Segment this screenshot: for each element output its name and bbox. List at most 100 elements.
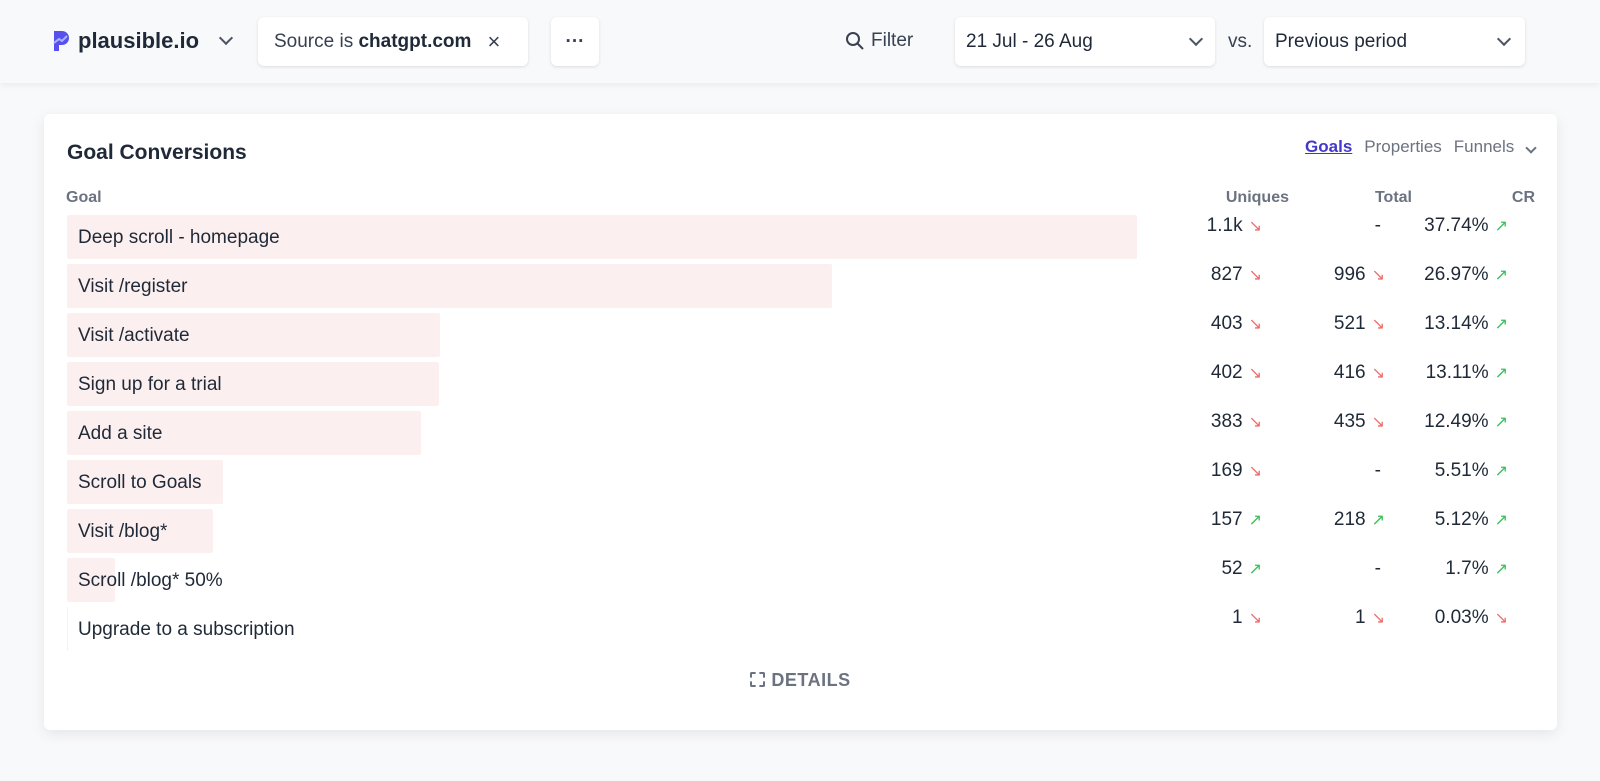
plausible-logo-icon: [53, 31, 69, 51]
cr-value: 13.11%: [1425, 362, 1489, 383]
column-header-total[interactable]: Total: [1374, 189, 1412, 206]
cr-value: 26.97%: [1424, 264, 1489, 285]
goal-bar: [67, 264, 833, 308]
trend-down-icon: ↘: [1248, 316, 1262, 333]
total-cell: -: [1375, 215, 1385, 237]
table-row[interactable]: Scroll to Goals 169 ↘ - 5.51% ↗: [67, 460, 1508, 504]
table-row[interactable]: Add a site 383 ↘ 435 ↘ 12.49% ↗: [67, 411, 1508, 455]
total-value: -: [1374, 215, 1381, 236]
cr-cell: 26.97% ↗: [1424, 264, 1508, 286]
column-header-goal: Goal: [66, 189, 102, 206]
total-cell: 416 ↘: [1334, 362, 1385, 384]
uniques-cell: 383 ↘: [1211, 411, 1262, 433]
uniques-cell: 827 ↘: [1211, 264, 1262, 286]
trend-down-icon: ↘: [1371, 365, 1385, 382]
trend-up-icon: ↗: [1494, 267, 1508, 284]
comparison-value: Previous period: [1275, 30, 1408, 52]
cr-value: 1.7%: [1445, 558, 1489, 579]
total-cell: 1 ↘: [1355, 607, 1385, 629]
goal-name[interactable]: Scroll to Goals: [78, 472, 202, 493]
goal-bar: [67, 460, 224, 504]
vs-label: vs.: [1228, 31, 1253, 52]
more-button[interactable]: ···: [551, 17, 599, 66]
top-bar: plausible.io Source is chatgpt.com × ···…: [0, 0, 1600, 83]
table-row[interactable]: Visit /blog* 157 ↗ 218 ↗ 5.12% ↗: [67, 509, 1508, 553]
goal-name[interactable]: Upgrade to a subscription: [78, 619, 295, 640]
table-row[interactable]: Upgrade to a subscription 1 ↘ 1 ↘ 0.03% ↘: [67, 607, 1508, 651]
cr-value: 12.49%: [1424, 411, 1489, 432]
tab-properties[interactable]: Properties: [1364, 137, 1442, 156]
cr-value: 5.12%: [1434, 509, 1489, 530]
goal-name[interactable]: Visit /register: [78, 276, 188, 297]
tab-funnels[interactable]: Funnels: [1454, 137, 1537, 157]
trend-up-icon: ↗: [1494, 316, 1508, 333]
cr-cell: 0.03% ↘: [1435, 607, 1508, 629]
goal-bar: [67, 215, 1137, 259]
table-row[interactable]: Scroll /blog* 50% 52 ↗ - 1.7% ↗: [67, 558, 1508, 602]
goal-name[interactable]: Scroll /blog* 50%: [78, 570, 223, 591]
trend-down-icon: ↘: [1248, 218, 1262, 235]
table-row[interactable]: Sign up for a trial 402 ↘ 416 ↘ 13.11% ↗: [67, 362, 1508, 406]
trend-up-icon: ↗: [1494, 512, 1508, 529]
uniques-value: 383: [1210, 411, 1243, 432]
tab-goals[interactable]: Goals: [1305, 137, 1353, 156]
goal-name[interactable]: Add a site: [78, 423, 163, 444]
site-switcher[interactable]: plausible.io: [52, 28, 234, 54]
total-cell: 218 ↗: [1334, 509, 1385, 531]
uniques-cell: 1.1k ↘: [1207, 215, 1262, 237]
table-row[interactable]: Deep scroll - homepage 1.1k ↘ - 37.74% ↗: [67, 215, 1508, 259]
uniques-value: 827: [1210, 264, 1243, 285]
comparison-select[interactable]: Previous period: [1264, 17, 1525, 66]
cr-cell: 13.11% ↗: [1426, 362, 1508, 384]
uniques-value: 157: [1210, 509, 1243, 530]
column-header-uniques[interactable]: Uniques: [1225, 189, 1289, 206]
trend-up-icon: ↗: [1494, 463, 1508, 480]
card-title: Goal Conversions: [67, 141, 247, 164]
trend-up-icon: ↗: [1248, 561, 1262, 578]
trend-up-icon: ↗: [1494, 365, 1508, 382]
details-button[interactable]: DETAILS: [44, 670, 1557, 691]
uniques-cell: 169 ↘: [1211, 460, 1262, 482]
trend-down-icon: ↘: [1371, 414, 1385, 431]
trend-down-icon: ↘: [1371, 267, 1385, 284]
cr-value: 5.51%: [1434, 460, 1489, 481]
trend-down-icon: ↘: [1248, 610, 1262, 627]
total-value: 521: [1333, 313, 1366, 334]
site-name: plausible.io: [78, 28, 200, 53]
cr-cell: 12.49% ↗: [1424, 411, 1508, 433]
search-icon: [846, 32, 864, 50]
uniques-cell: 403 ↘: [1211, 313, 1262, 335]
cr-cell: 5.51% ↗: [1435, 460, 1508, 482]
filter-label: Filter: [871, 30, 914, 51]
uniques-cell: 402 ↘: [1211, 362, 1262, 384]
total-value: 435: [1333, 411, 1366, 432]
close-icon[interactable]: ×: [487, 28, 501, 54]
cr-cell: 1.7% ↗: [1445, 558, 1508, 580]
filter-pill[interactable]: Source is chatgpt.com ×: [258, 17, 528, 66]
goal-name[interactable]: Sign up for a trial: [78, 374, 222, 395]
trend-down-icon: ↘: [1248, 267, 1262, 284]
table-row[interactable]: Visit /register 827 ↘ 996 ↘ 26.97% ↗: [67, 264, 1508, 308]
uniques-value: 1: [1232, 607, 1243, 628]
uniques-cell: 1 ↘: [1232, 607, 1262, 629]
goal-name[interactable]: Deep scroll - homepage: [78, 227, 280, 248]
cr-cell: 5.12% ↗: [1435, 509, 1508, 531]
table-row[interactable]: Visit /activate 403 ↘ 521 ↘ 13.14% ↗: [67, 313, 1508, 357]
filter-button[interactable]: Filter: [845, 30, 913, 52]
date-range-value: 21 Jul - 26 Aug: [966, 30, 1093, 52]
trend-down-icon: ↘: [1248, 414, 1262, 431]
chevron-down-icon: [1496, 31, 1512, 46]
column-header-cr[interactable]: CR: [1511, 189, 1535, 206]
goal-bar: [67, 362, 440, 406]
goal-name[interactable]: Visit /blog*: [78, 521, 168, 542]
trend-down-icon: ↘: [1248, 365, 1262, 382]
expand-icon: [750, 672, 766, 687]
trend-down-icon: ↘: [1371, 610, 1385, 627]
goal-bar: [67, 411, 422, 455]
trend-down-icon: ↘: [1371, 316, 1385, 333]
filter-value: chatgpt.com: [358, 30, 472, 52]
goal-name[interactable]: Visit /activate: [78, 325, 190, 346]
goal-bar: [67, 558, 116, 602]
date-range-select[interactable]: 21 Jul - 26 Aug: [955, 17, 1215, 66]
total-value: 218: [1333, 509, 1366, 530]
